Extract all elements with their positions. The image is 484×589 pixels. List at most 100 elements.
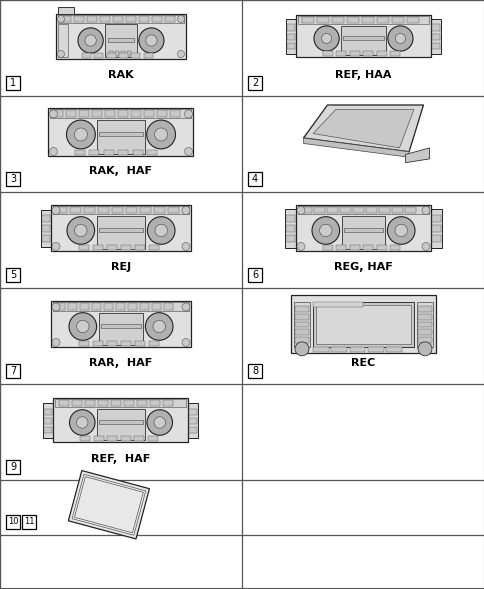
Bar [137,401,147,406]
Bar [378,207,389,213]
Circle shape [52,303,60,311]
Bar [84,207,95,213]
Bar [247,172,261,186]
Bar [112,207,123,213]
Bar [322,246,333,250]
Bar [287,34,294,40]
Circle shape [311,217,339,244]
Circle shape [421,243,429,250]
Bar [98,229,143,233]
Bar [312,347,328,352]
Circle shape [387,26,412,51]
Bar [167,207,179,213]
Circle shape [154,128,167,141]
Polygon shape [68,471,149,539]
Circle shape [66,120,95,149]
Bar [286,236,294,242]
Bar [124,401,134,406]
Bar [149,246,159,250]
Bar [349,347,364,352]
Circle shape [321,34,331,44]
Polygon shape [303,105,423,152]
Circle shape [69,410,95,435]
Bar [56,207,67,213]
Circle shape [52,339,60,346]
Text: 4: 4 [251,174,257,184]
Circle shape [147,217,175,244]
Bar [317,18,328,24]
Text: REG, HAF: REG, HAF [333,262,392,272]
Bar [295,15,430,58]
Circle shape [319,224,332,237]
Circle shape [145,35,157,46]
Bar [22,515,36,529]
Bar [144,111,154,117]
Circle shape [76,417,88,428]
Bar [294,314,308,320]
Bar [53,399,188,442]
Bar [302,18,313,24]
Circle shape [177,51,184,58]
Bar [121,342,131,346]
Bar [99,133,142,137]
Bar [115,51,119,56]
Bar [134,436,144,442]
Bar [98,313,143,346]
Circle shape [58,51,64,58]
Bar [290,296,435,353]
Circle shape [76,320,89,333]
Bar [285,209,295,248]
Bar [79,342,89,346]
Polygon shape [303,138,408,157]
Bar [6,460,20,474]
Bar [247,364,261,378]
Bar [89,150,99,155]
Bar [87,16,97,22]
Circle shape [52,243,60,250]
Bar [100,16,110,22]
Bar [406,18,418,24]
Text: REF,  HAF: REF, HAF [91,454,151,464]
Circle shape [75,224,87,237]
Bar [50,110,191,118]
Circle shape [52,207,60,214]
Circle shape [152,320,165,333]
Bar [147,150,157,155]
Circle shape [146,120,175,149]
Bar [294,337,308,343]
Bar [417,337,431,343]
Bar [349,246,359,250]
Circle shape [296,207,304,214]
Bar [297,16,428,25]
Bar [128,303,136,310]
Bar [96,217,145,250]
Bar [390,51,400,57]
Bar [326,207,337,213]
Bar [416,302,432,346]
Bar [316,306,410,343]
Bar [331,347,346,352]
Bar [127,51,131,56]
Bar [287,43,294,49]
Bar [386,347,401,352]
Polygon shape [313,110,413,148]
Bar [170,111,180,117]
Bar [79,111,90,117]
Bar [143,53,152,58]
Circle shape [67,217,94,244]
Bar [140,207,151,213]
Bar [417,306,431,312]
Bar [79,246,89,250]
Bar [72,401,82,406]
Bar [56,14,186,59]
Bar [247,76,261,90]
Bar [346,18,358,24]
Bar [6,268,20,282]
Bar [154,207,165,213]
Bar [111,401,121,406]
Bar [98,401,108,406]
Circle shape [296,243,304,250]
Bar [44,403,53,438]
Bar [119,53,128,58]
Bar [376,18,388,24]
